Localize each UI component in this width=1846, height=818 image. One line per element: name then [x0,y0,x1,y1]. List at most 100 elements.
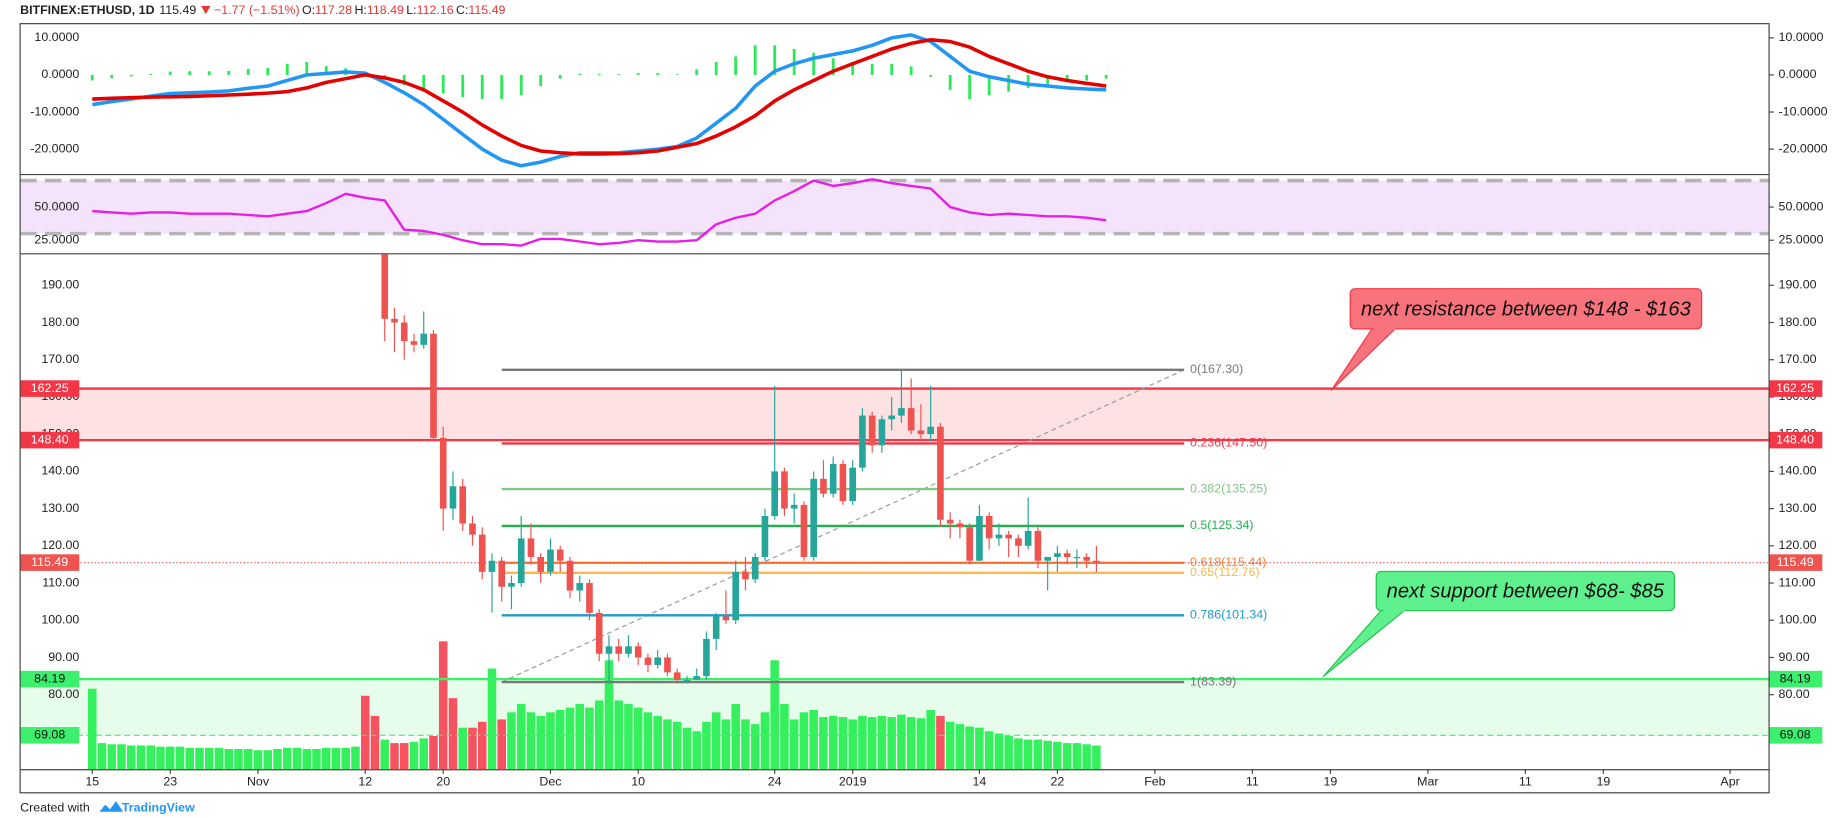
histogram-bar [714,61,718,75]
candle-body [722,616,730,621]
price-tag [20,380,80,397]
x-tick-label: 19 [1323,774,1337,788]
histogram-bar [597,73,601,75]
volume-bar [526,712,536,770]
candle-body [508,583,515,587]
candle-body [1034,530,1042,561]
y-tick-label: 170.00 [41,352,79,366]
volume-bar [97,743,107,770]
candle-body [595,612,603,654]
candle-body [742,571,749,580]
frame [19,23,1770,794]
x-tick-label: 12 [358,774,372,788]
candle-body [400,322,408,342]
y-tick-label: 190.00 [1779,278,1817,292]
candle-body [927,426,934,435]
price-tag-label: 84.19 [1780,671,1811,685]
fib-label: 0.65(112.76) [1190,565,1259,579]
candle-body [556,549,564,561]
candle-body [517,538,525,584]
volume-bar [263,750,273,770]
volume-bar [692,731,701,770]
volume-bar [438,641,448,770]
price-tag [1769,554,1823,571]
candle-body [547,549,554,572]
histogram-bar [695,69,699,75]
histogram-bar [909,66,913,75]
volume-bar [243,749,253,770]
header-text: 112.16 [417,3,454,17]
volume-bar [292,747,302,770]
price-tag [1769,727,1823,744]
candle-body [1024,530,1032,546]
volume-bar [858,715,867,770]
volume-bar [867,717,877,770]
candle-body [781,471,788,509]
candle-body [1044,556,1051,561]
x-tick-label: 15 [85,774,99,788]
histogram-bar [422,74,426,90]
volume-bar [945,721,955,770]
footer-brand: TradingView [122,800,195,814]
candle-body [654,657,662,665]
candle-body [683,679,691,681]
histogram-bar [305,61,309,75]
histogram-bar [149,73,153,75]
volume-bar [1092,745,1101,770]
header-text: 115.49 [468,3,505,17]
candle-body [956,523,964,528]
histogram-bar [188,71,192,75]
x-tick-label: 23 [163,774,177,788]
volume-bar [702,721,711,770]
annotations: next resistance between $148 - $163 next … [1322,288,1703,678]
candle-body [449,486,457,509]
price-tag [20,727,80,744]
volume-bar [419,738,428,770]
candle-body [888,415,895,420]
y-tick-label: 100.00 [41,613,79,627]
candle-body [898,408,905,416]
volume-bar [409,741,419,770]
histogram-bar [129,74,133,77]
candle-body [771,471,779,517]
volume-bar [848,719,857,770]
volume-bar [926,709,935,770]
candle-body [761,516,769,557]
volume-bar [321,747,331,770]
histogram-bar [539,74,543,87]
callout-text: next support between $68- $85 [1387,581,1665,603]
volume-bar [897,714,906,770]
histogram-bar [734,56,738,75]
volume-bar [487,668,497,770]
histogram-bar [675,74,679,75]
volume-bar [1014,738,1023,770]
volume-bar [126,745,136,770]
callout-box [1349,288,1703,330]
price-tag-label: 69.08 [34,728,65,742]
volume-bar [331,747,341,770]
header-text: −1.77 (−1.51%) [214,3,300,17]
candle-body [1054,553,1061,557]
y-tick-label: 190.00 [41,278,79,292]
volume-bar [380,739,389,770]
header-text: C: [456,3,468,17]
x-tick-label: 11 [1246,774,1259,788]
volume-bar [780,704,789,770]
x-tick-label: Mar [1417,774,1438,788]
volume-bar [653,715,662,770]
price-tag [20,431,80,449]
volume-bar [672,721,682,770]
candle-body [410,341,418,345]
volume-bar [750,724,760,770]
volume-bar [1072,743,1082,770]
volume-bar [663,719,672,770]
volume-bar [916,718,926,770]
volume-bar [838,717,848,770]
histogram-bar [285,63,289,75]
volume-bar [731,704,740,770]
candle-body [498,560,506,587]
candle-body [391,318,398,323]
y-tick-label: 120.00 [41,538,79,552]
volume-bar [877,715,887,770]
